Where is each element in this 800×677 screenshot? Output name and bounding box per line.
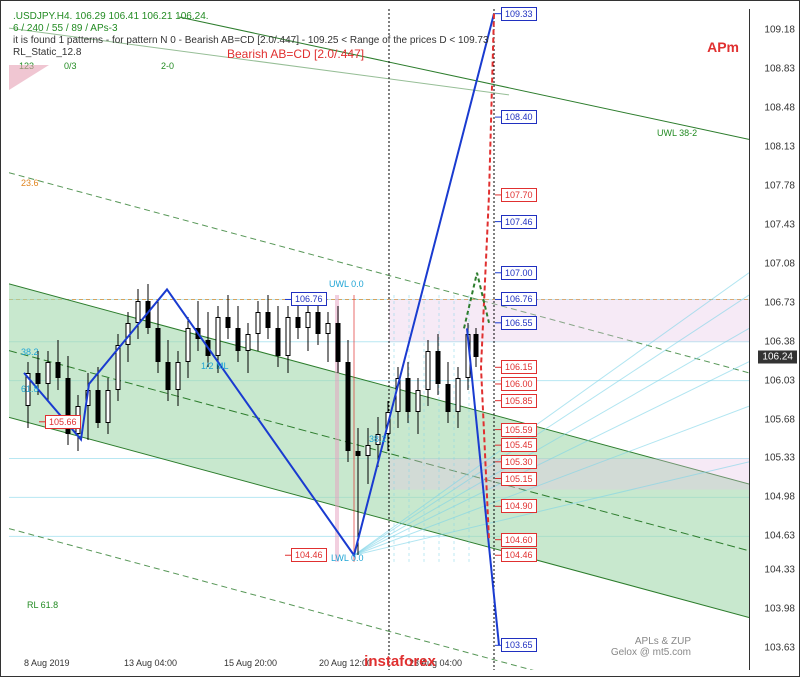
credit-text: APLs & ZUP Gelox @ mt5.com [611,636,691,658]
pattern-line: it is found 1 patterns - for pattern N 0… [13,35,489,46]
y-tick: 104.63 [764,531,795,542]
pink-triangle [9,65,49,90]
price-label: 107.46 [501,215,537,229]
price-label: 105.85 [501,394,537,408]
anno-03: 0/3 [64,61,77,71]
y-tick: 106.38 [764,336,795,347]
y-tick: 107.08 [764,258,795,269]
y-tick: 106.73 [764,297,795,308]
anno-20: 2-0 [161,61,174,71]
watermark: instaforex [364,653,436,670]
y-tick: 105.33 [764,453,795,464]
annotation-text: UWL 38-2 [657,128,697,138]
price-label: 105.45 [501,438,537,452]
price-label: 109.33 [501,7,537,21]
y-tick: 104.33 [764,564,795,575]
price-label: 104.60 [501,533,537,547]
price-label: 105.66 [45,415,81,429]
plot-area[interactable]: 23.6 38.2 61.8 1/2 ML UWL 0.0 LWL 0.0 UWL 38-2… [9,9,749,670]
annotation-text: UWL 0.0 [329,279,364,289]
x-tick: 15 Aug 20:00 [224,658,277,668]
price-label: 107.70 [501,188,537,202]
price-label: 107.00 [501,266,537,280]
price-label: 105.15 [501,472,537,486]
price-label: 105.59 [501,423,537,437]
price-label: 106.76 [501,292,537,306]
price-label: 103.65 [501,638,537,652]
annotation-text: LWL 0.0 [331,553,364,563]
y-tick: 103.63 [764,642,795,653]
x-tick: 13 Aug 04:00 [124,658,177,668]
y-tick: 108.13 [764,142,795,153]
rl-static: RL_Static_12.8 [13,47,81,58]
y-tick: 103.98 [764,603,795,614]
annotation-text: RL 61.8 [27,600,58,610]
y-tick: 106.03 [764,375,795,386]
chart-container: 23.6 38.2 61.8 1/2 ML UWL 0.0 LWL 0.0 UWL 38-2… [0,0,800,677]
annotation-text: 38.2 [369,434,387,444]
params-line: 6 / 240 / 55 / 89 / APs-3 [13,23,118,34]
price-label: 106.00 [501,377,537,391]
price-label: 108.40 [501,110,537,124]
foreground-lines [9,9,749,670]
y-tick: 104.98 [764,492,795,503]
price-label: 105.30 [501,455,537,469]
y-tick: 109.18 [764,25,795,36]
y-axis: 109.18 108.83 108.48 108.13 107.78 107.43 107.… [749,9,799,670]
y-tick: 107.78 [764,181,795,192]
y-tick: 107.43 [764,219,795,230]
annotation-text: 23.6 [21,178,39,188]
current-price-marker: 106.24 [758,351,797,364]
price-label: 104.90 [501,499,537,513]
x-tick: 8 Aug 2019 [24,658,70,668]
bearish-title: Bearish AB=CD [2.0/.447] [227,47,364,61]
annotation-text: 38.2 [21,347,39,357]
price-label: 104.46 [501,548,537,562]
price-label: 106.15 [501,360,537,374]
y-tick: 108.83 [764,64,795,75]
apm-label: APm [707,39,739,55]
price-label: 106.55 [501,316,537,330]
price-label: 104.46 [291,548,327,562]
y-tick: 108.48 [764,103,795,114]
annotation-text: 1/2 ML [201,361,229,371]
price-label: 106.76 [291,292,327,306]
symbol-ohlc: .USDJPY.H4. 106.29 106.41 106.21 106.24. [13,11,209,22]
y-tick: 105.68 [764,414,795,425]
annotation-text: 61.8 [21,384,39,394]
